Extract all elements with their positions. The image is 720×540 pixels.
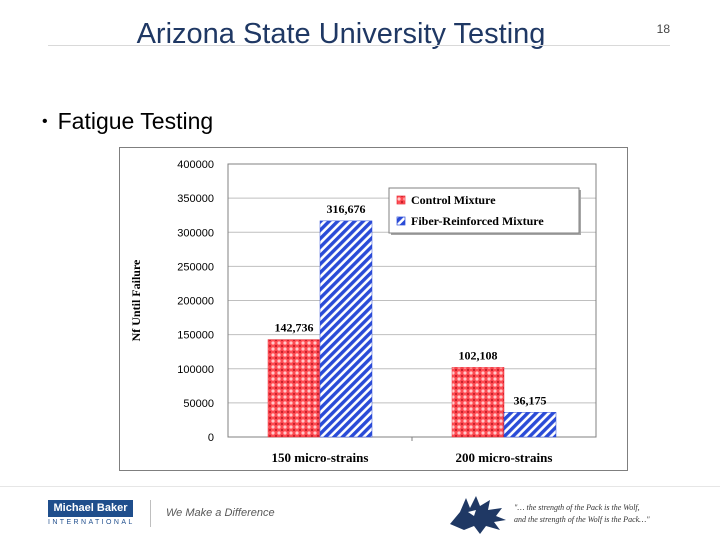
data-label: 316,676 xyxy=(327,202,366,216)
legend-label: Control Mixture xyxy=(411,193,496,207)
slide-title: Arizona State University Testing xyxy=(136,18,546,50)
legend-swatch xyxy=(396,216,406,226)
y-tick-label: 200000 xyxy=(177,296,214,308)
bar-control xyxy=(267,339,321,438)
y-tick-label: 400000 xyxy=(177,159,214,171)
logo-wordmark: Michael Baker xyxy=(48,500,133,517)
footer-tagline: We Make a Difference xyxy=(166,507,275,519)
legend-box xyxy=(388,187,580,234)
y-tick-label: 300000 xyxy=(177,227,214,239)
bullet-icon: • xyxy=(42,112,48,130)
legend-swatch xyxy=(396,195,406,205)
x-tick-label: 200 micro-strains xyxy=(456,450,553,465)
bar-fiber xyxy=(319,220,373,438)
fatigue-bar-chart: 0 50000 100000 150000 200000 250000 300000 3500… xyxy=(129,159,597,465)
bar-fiber xyxy=(503,412,557,438)
slide-number: 18 xyxy=(656,22,670,36)
footer-divider xyxy=(0,486,720,487)
chart-frame: 0 50000 100000 150000 200000 250000 300000 3500… xyxy=(119,147,628,471)
logo-subtitle: INTERNATIONAL xyxy=(48,519,135,526)
data-label: 142,736 xyxy=(275,321,314,335)
quote-line-2: and the strength of the Wolf is the Pack… xyxy=(514,515,650,524)
bullet-text: Fatigue Testing xyxy=(57,108,214,134)
footer-separator xyxy=(150,500,151,527)
wolf-logo-icon xyxy=(450,496,506,534)
y-axis-label: Nf Until Failure xyxy=(129,259,143,341)
title-divider xyxy=(48,45,670,46)
bar-control xyxy=(451,367,505,438)
y-tick-label: 50000 xyxy=(183,398,214,410)
y-tick-label: 350000 xyxy=(177,193,214,205)
footer-quote: "… the strength of the Pack is the Wolf,… xyxy=(514,502,714,526)
x-tick-label: 150 micro-strains xyxy=(272,450,369,465)
y-tick-label: 250000 xyxy=(177,261,214,273)
data-label: 36,175 xyxy=(514,393,547,407)
y-tick-label: 0 xyxy=(208,432,214,444)
y-tick-label: 100000 xyxy=(177,364,214,376)
bullet-item: • Fatigue Testing xyxy=(42,108,213,135)
legend-label: Fiber-Reinforced Mixture xyxy=(411,214,544,228)
quote-line-1: "… the strength of the Pack is the Wolf, xyxy=(514,503,640,512)
y-tick-label: 150000 xyxy=(177,330,214,342)
michael-baker-logo: Michael Baker INTERNATIONAL xyxy=(48,500,133,526)
data-label: 102,108 xyxy=(459,348,498,362)
